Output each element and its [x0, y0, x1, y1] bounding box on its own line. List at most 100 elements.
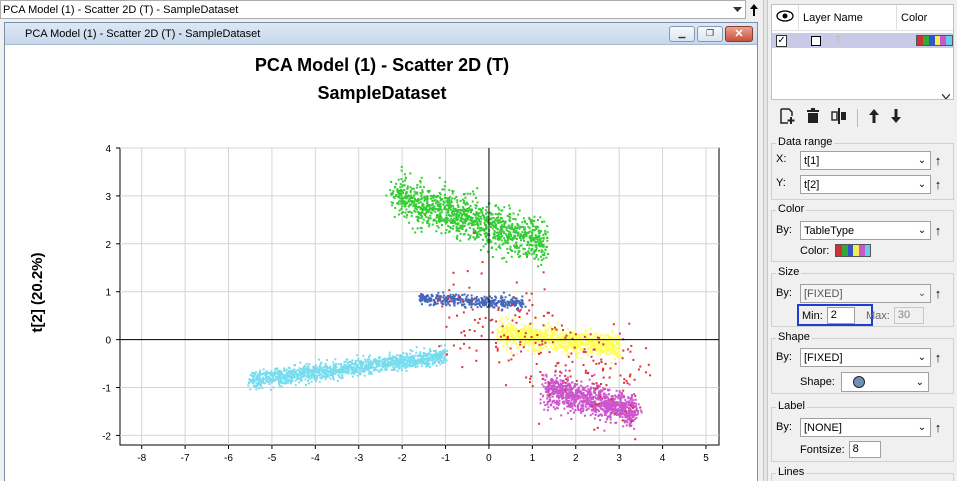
scatter-point	[586, 337, 589, 340]
scatter-point	[498, 339, 501, 342]
scatter-point	[592, 400, 595, 403]
scatter-point	[576, 405, 579, 408]
scatter-point	[579, 409, 582, 412]
scatter-point	[582, 391, 585, 394]
scatter-point	[441, 353, 444, 356]
scatter-point	[530, 222, 533, 225]
scatter-point	[559, 346, 562, 349]
scatter-point	[507, 252, 510, 254]
scatter-point	[281, 373, 284, 376]
scatter-point	[302, 370, 305, 373]
scatter-point	[484, 301, 487, 304]
scatter-point	[532, 341, 535, 344]
minimize-button[interactable]: ▁	[669, 25, 695, 42]
scatter-point	[604, 346, 607, 349]
scatter-point	[558, 402, 561, 405]
scatter-point	[371, 366, 374, 369]
scatter-point	[321, 371, 324, 374]
scatter-point	[610, 362, 613, 365]
scatter-point	[562, 385, 565, 388]
scatter-point	[297, 377, 300, 380]
scatter-point	[548, 388, 551, 391]
chevron-down-icon[interactable]	[729, 1, 745, 18]
scatter-point	[473, 297, 476, 300]
scatter-point	[600, 361, 603, 363]
scatter-point	[632, 410, 635, 413]
scatter-point	[398, 200, 401, 203]
scatter-point	[274, 368, 277, 371]
scatter-point	[443, 185, 446, 188]
scatter-point	[332, 376, 335, 379]
scatter-point	[560, 337, 563, 340]
scatter-point	[463, 303, 466, 306]
scatter-point	[628, 400, 630, 403]
scatter-point	[409, 357, 412, 360]
scatter-point	[295, 372, 298, 375]
scatter-point	[441, 356, 444, 359]
scatter-point	[561, 397, 564, 400]
scatter-point	[562, 329, 564, 332]
scatter-point	[520, 334, 523, 337]
scatter-point	[260, 385, 263, 388]
scatter-point	[637, 412, 639, 415]
scatter-point	[614, 337, 617, 340]
scatter-point	[500, 221, 502, 223]
pin-icon[interactable]	[747, 0, 761, 19]
scatter-point	[590, 350, 593, 353]
scatter-point	[561, 350, 564, 353]
scatter-point	[618, 343, 621, 346]
scatter-point	[447, 211, 450, 214]
scatter-point	[304, 368, 307, 371]
scatter-point	[247, 384, 250, 387]
scatter-point	[390, 180, 393, 183]
scatter-point	[421, 202, 424, 205]
scatter-point	[564, 336, 567, 339]
scatter-point	[614, 402, 617, 404]
scatter-point	[614, 340, 617, 343]
scatter-point	[541, 378, 544, 380]
scatter-point	[485, 227, 488, 230]
scatter-point	[563, 407, 566, 410]
scatter-point	[456, 217, 459, 220]
scatter-point	[556, 386, 559, 388]
scatter-point	[521, 331, 524, 334]
scatter-point	[603, 429, 606, 432]
scatter-point	[265, 372, 268, 375]
scatter-point	[535, 247, 538, 250]
scatter-point	[589, 414, 592, 417]
scatter-point	[336, 371, 338, 374]
scatter-point	[605, 345, 608, 348]
scatter-point	[476, 213, 479, 216]
window-selector-combo[interactable]: PCA Model (1) - Scatter 2D (T) - SampleD…	[0, 0, 746, 19]
scatter-point	[436, 358, 438, 361]
scatter-point	[530, 253, 533, 256]
scatter-point	[531, 229, 534, 232]
scatter-point	[402, 352, 405, 354]
scatter-point	[508, 227, 511, 229]
scatter-point	[539, 392, 542, 395]
scatter-point	[395, 361, 398, 364]
scatter-point	[267, 375, 270, 378]
scatter-point	[591, 412, 594, 415]
scatter-point	[511, 226, 514, 229]
close-button[interactable]: ✕	[725, 25, 753, 42]
scatter-point	[609, 416, 612, 419]
scatter-point	[484, 218, 487, 221]
scatter-point	[353, 366, 356, 369]
scatter-point	[505, 326, 508, 329]
scatter-point	[409, 172, 412, 175]
restore-button[interactable]: ❐	[697, 25, 723, 42]
scatter-point	[621, 419, 624, 422]
scatter-point	[587, 354, 589, 357]
scatter-point	[408, 361, 411, 363]
scatter-point	[568, 394, 571, 397]
scatter-point	[586, 408, 589, 411]
scatter-point	[594, 403, 597, 406]
scatter-point	[400, 192, 403, 195]
scatter-point	[350, 368, 353, 371]
scatter-point	[550, 377, 553, 380]
scatter-point	[427, 365, 429, 368]
scatter-point	[535, 254, 538, 256]
scatter-point	[474, 229, 477, 232]
